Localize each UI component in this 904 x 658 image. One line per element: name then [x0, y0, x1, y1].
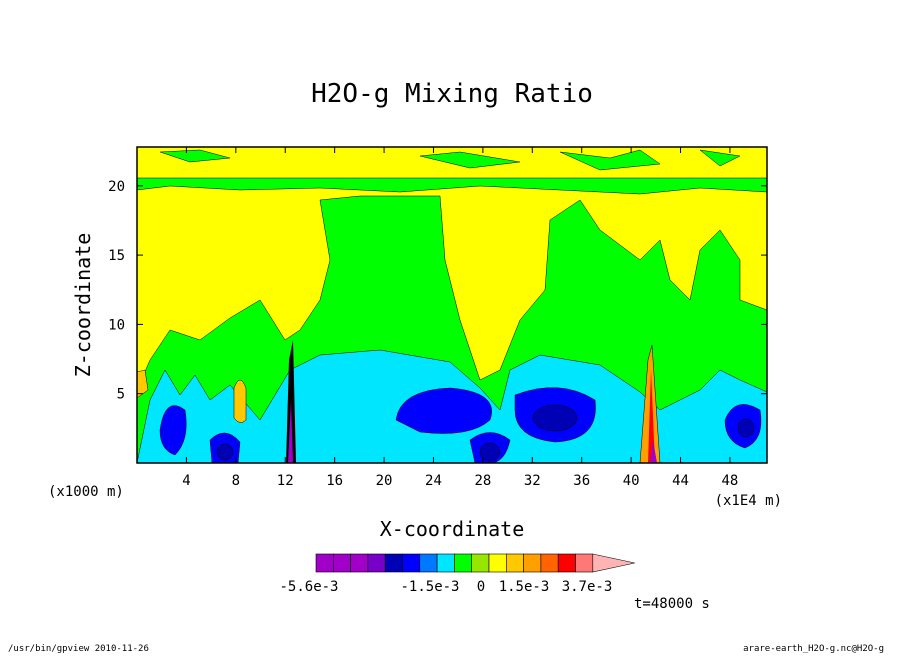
field-orange-2	[233, 379, 247, 423]
x-tick-label-7: 32	[524, 473, 541, 489]
field-darkblue-3	[216, 443, 234, 461]
x-tick-label-11: 48	[722, 473, 739, 489]
y-ticks: 5 10 15 20	[108, 179, 767, 403]
field-green-top-patches	[159, 149, 741, 171]
x-tick-label-9: 40	[623, 473, 640, 489]
colorbar-segment-0	[315, 553, 334, 573]
colorbar-label-1: -1.5e-3	[400, 579, 459, 595]
colorbar-label-4: 3.7e-3	[562, 579, 613, 595]
x-unit-left: (x1000 m)	[48, 484, 124, 500]
x-tick-label-8: 36	[573, 473, 590, 489]
footer-left: /usr/bin/gpview 2010-11-26	[8, 644, 149, 654]
field-updraft-right-core	[648, 370, 655, 463]
colorbar-segment-10	[488, 553, 507, 573]
x-tick-label-1: 8	[232, 473, 240, 489]
field-updraft-right-base	[650, 440, 657, 463]
x-ticks: 4 8 12 16 20 24 28 32 36 40 44 48	[182, 147, 738, 489]
colorbar-segment-2	[350, 553, 369, 573]
colorbar-segment-9	[471, 553, 490, 573]
time-label: t=48000 s	[634, 596, 710, 612]
colorbar	[315, 553, 635, 573]
colorbar-segment-12	[523, 553, 542, 573]
field-darkblue-4	[479, 442, 501, 462]
x-tick-label-4: 20	[376, 473, 393, 489]
x-tick-label-5: 24	[425, 473, 442, 489]
colorbar-segment-8	[454, 553, 472, 573]
field-blue-1	[395, 387, 492, 434]
x-unit-right: (x1E4 m)	[715, 493, 782, 509]
colorbar-label-2: 0	[477, 579, 485, 595]
y-axis-label: Z-coordinate	[71, 233, 95, 378]
colorbar-segment-3	[367, 553, 386, 573]
colorbar-segment-1	[332, 553, 351, 573]
footer-right: arare-earth_H2O-g.nc@H2O-g	[743, 644, 884, 654]
x-tick-label-0: 4	[182, 473, 190, 489]
y-tick-label-3: 20	[108, 179, 125, 195]
field-blue-3	[159, 405, 187, 456]
colorbar-segment-15	[575, 553, 594, 573]
colorbar-segment-4	[384, 553, 403, 573]
y-tick-label-2: 15	[108, 248, 125, 264]
plot-field	[137, 147, 767, 463]
x-tick-label-10: 44	[672, 473, 689, 489]
colorbar-labels: -5.6e-3 -1.5e-3 0 1.5e-3 3.7e-3	[279, 579, 612, 595]
y-tick-label-1: 10	[108, 317, 125, 333]
field-green-top-band	[137, 177, 767, 195]
colorbar-segment-5	[402, 553, 421, 573]
x-tick-label-6: 28	[474, 473, 491, 489]
x-tick-label-2: 12	[277, 473, 294, 489]
y-tick-label-0: 5	[117, 387, 125, 403]
field-darkblue-2	[737, 418, 755, 438]
colorbar-segment-14	[557, 553, 576, 573]
x-axis-label: X-coordinate	[380, 517, 525, 541]
colorbar-label-3: 1.5e-3	[499, 579, 550, 595]
x-tick-label-3: 16	[326, 473, 343, 489]
field-updraft-left-core	[288, 400, 293, 463]
colorbar-segment-7	[436, 553, 455, 573]
chart-title: H2O-g Mixing Ratio	[311, 79, 593, 109]
field-orange-left	[137, 369, 149, 399]
colorbar-segment-11	[505, 553, 524, 573]
plot-frame	[136, 146, 768, 464]
colorbar-arrow	[592, 553, 635, 573]
colorbar-segment-6	[419, 553, 438, 573]
colorbar-segment-13	[540, 553, 559, 573]
field-darkblue-1	[532, 404, 578, 432]
colorbar-label-0: -5.6e-3	[279, 579, 338, 595]
